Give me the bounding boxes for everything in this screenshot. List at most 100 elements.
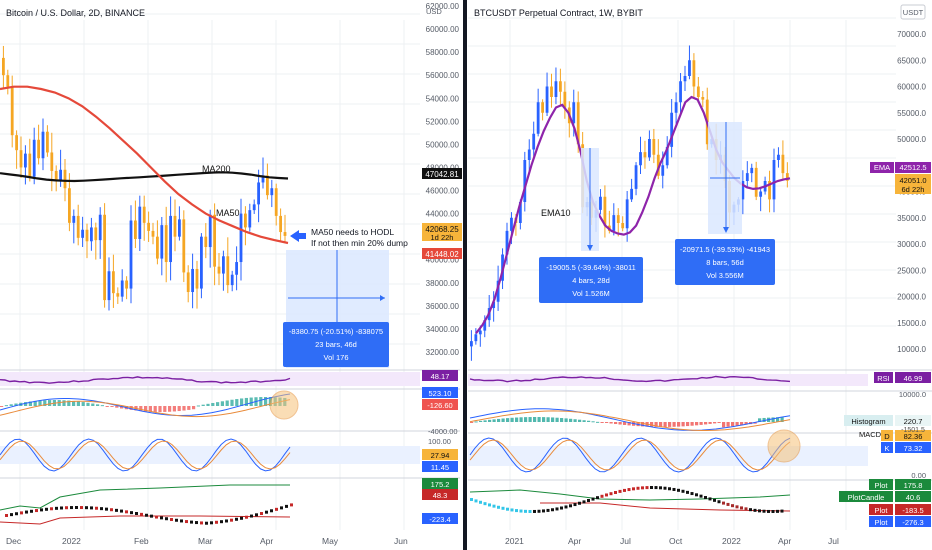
left-price-axis[interactable]: USD 62000.00 60000.00 58000.00 56000.00 5400… (426, 2, 460, 357)
right-stoch-tick: 0.00 (911, 471, 926, 480)
macd-hist-bar (24, 402, 28, 406)
macd-hist-bar (695, 422, 699, 426)
candle-body (85, 229, 89, 242)
osc-dot (708, 497, 712, 501)
candle-body (679, 81, 682, 103)
note-arrow-icon (290, 230, 306, 242)
stoch-k-line (0, 438, 291, 472)
candle-body (670, 112, 674, 147)
right-price-tick: 65000.0 (897, 56, 926, 65)
candle-body (213, 214, 216, 267)
right-stoch-highlight-circle (767, 429, 801, 463)
macd-hist-bar (641, 422, 645, 427)
osc-dot (474, 499, 478, 503)
osc-dot (740, 506, 743, 510)
osc-dot (25, 510, 28, 514)
osc-dot (762, 509, 766, 513)
macd-hist-bar (537, 417, 541, 422)
osc-dot (501, 506, 505, 510)
osc-dot (30, 509, 33, 513)
left-price-tag-value: 41448.02 (425, 250, 459, 259)
macd-hist-bar (762, 417, 766, 422)
right-price-tick: 10000.0 (897, 345, 926, 354)
osc-dot (65, 506, 68, 510)
right-indicator-panes (468, 369, 932, 513)
candle-body (129, 220, 133, 289)
osc-dot (165, 517, 168, 521)
candle-body (270, 188, 274, 196)
right-x-tick: 2022 (722, 536, 741, 546)
left-price-tick: 34000.00 (426, 325, 460, 334)
right-indicator-name-tag (869, 504, 893, 515)
osc-dot (45, 507, 48, 511)
left-indicator-tag-value: -223.4 (429, 515, 450, 524)
currency-selector-button[interactable] (900, 4, 926, 20)
osc-dot (115, 508, 118, 512)
right-indicator-name: RSI (877, 374, 890, 383)
osc-dot (636, 486, 640, 490)
osc-dot (105, 507, 108, 511)
ma200-label: MA200 (202, 164, 231, 174)
candle-body (226, 256, 230, 286)
candle-body (90, 227, 93, 242)
candle-body (72, 215, 76, 223)
osc-dot (100, 507, 103, 511)
left-chart-panel[interactable]: Bitcoin / U.S. Dollar, 2D, BINANCE MA200… (0, 8, 460, 546)
osc-dot (15, 512, 18, 516)
right-price-tick: 35000.0 (897, 214, 926, 223)
osc-dot (699, 494, 703, 498)
osc-dot (686, 490, 689, 494)
osc-dot (260, 512, 263, 516)
macd-hist-bar (659, 422, 663, 427)
candle-body (186, 272, 190, 293)
candle-body (2, 57, 5, 76)
macd-hist-bar (81, 402, 85, 406)
macd-hist-bar (110, 406, 114, 407)
osc-dot (95, 506, 98, 510)
osc-dot (506, 507, 509, 511)
left-indicator-tag (422, 461, 458, 472)
right-indicator-value: -276.3 (902, 518, 923, 527)
macd-hist-bar (564, 418, 568, 422)
right-price-tick: 55000.0 (897, 109, 926, 118)
osc-dot (623, 488, 626, 492)
candle-body (46, 131, 49, 153)
candle-body (76, 215, 80, 238)
right-chart-panel[interactable]: BTCUSDT Perpetual Contract, 1W, BYBIT EM… (468, 8, 932, 546)
macd-hist-bar (172, 406, 176, 412)
macd-hist-bar (551, 417, 555, 422)
candle-body (138, 206, 142, 239)
macd-hist-bar (33, 400, 37, 406)
osc-dot (50, 507, 53, 511)
macd-hist-bar (62, 400, 66, 406)
osc-dot (695, 493, 698, 497)
ema-tag-name: EMA (874, 163, 890, 172)
macd-hist-bar (72, 400, 76, 406)
candle-body (164, 225, 168, 263)
macd-hist-bar (771, 417, 775, 422)
candle-body (505, 230, 509, 255)
macd-hist-bar (148, 406, 152, 412)
candle-body (768, 181, 771, 200)
candle-body (781, 154, 785, 174)
note-line-2: If not then min 20% dump (311, 238, 408, 248)
right-chart-title: BTCUSDT Perpetual Contract, 1W, BYBIT (474, 8, 643, 18)
osc-dot (618, 489, 622, 493)
osc-dot (210, 521, 213, 525)
stoch-d-line (0, 440, 291, 470)
right-price-tick: 60000.0 (897, 83, 926, 92)
candle-body (701, 97, 705, 100)
osc-dot (564, 505, 568, 509)
candle-body (683, 76, 687, 82)
left-price-tick: 46000.00 (426, 187, 460, 196)
candle-body (688, 60, 691, 76)
left-indicator-tag (422, 387, 458, 398)
candle-body (37, 139, 40, 159)
macd-hist-bar (776, 417, 780, 422)
candle-body (625, 199, 629, 229)
ema-tag (870, 162, 894, 173)
last-price-value: 42051.0 (899, 176, 926, 185)
candle-body (750, 167, 754, 174)
osc-dot (681, 489, 685, 493)
osc-dot (479, 500, 482, 504)
